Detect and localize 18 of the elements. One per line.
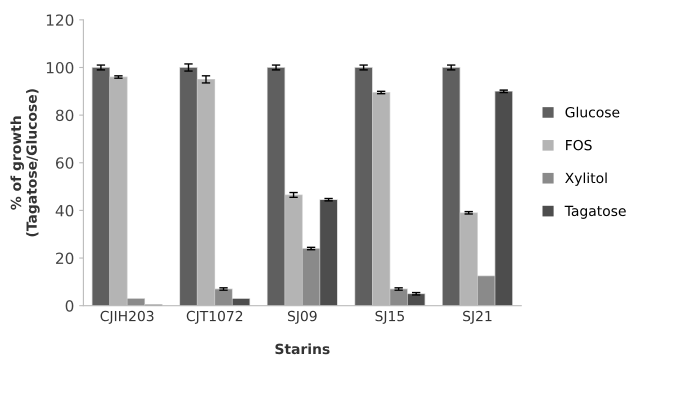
x-tick-label: CJIH203	[100, 310, 154, 324]
x-tick-label: CJT1072	[186, 310, 242, 324]
y-tick-label: 60	[56, 157, 74, 169]
y-tick-label: 20	[56, 252, 74, 264]
legend-label: Xylitol	[565, 172, 607, 186]
x-tick-label: SJ15	[376, 310, 404, 324]
x-axis-title: Starins	[275, 343, 330, 354]
legend-label: Glucose	[566, 106, 620, 118]
x-tick-label: SJ09	[288, 310, 317, 324]
y-tick-label: 100	[46, 62, 74, 74]
y-tick-label: 80	[56, 110, 74, 122]
legend-label: FOS	[566, 140, 592, 150]
y-tick-label: 120	[46, 14, 74, 26]
y-tick-label: 40	[56, 204, 74, 216]
legend-label: Tagatose	[564, 206, 626, 219]
y-axis-title: % of growth (Tagatose/Glucose)	[10, 89, 40, 236]
y-tick-label: 0	[66, 300, 74, 312]
x-tick-label: SJ21	[463, 310, 492, 324]
